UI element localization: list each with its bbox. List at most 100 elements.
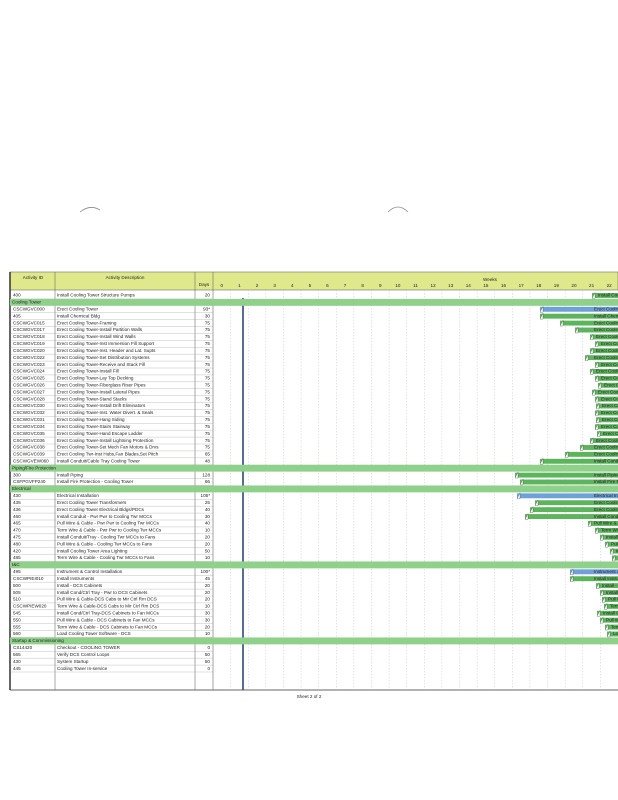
activity-days: 75: [205, 403, 211, 408]
activity-id: CSFPGVFP240: [13, 479, 46, 484]
week-number: 1: [238, 283, 241, 288]
activity-id: 475: [13, 534, 21, 539]
activity-desc: Load Cooling Tower Software - DCS: [57, 631, 131, 636]
activity-id: CSCWGVC018: [13, 334, 45, 339]
activity-desc: Erect Cooling Tower-Set Mech Fan Motors …: [57, 445, 159, 450]
activity-id: 550: [13, 617, 21, 622]
gantt-bar: [530, 507, 618, 513]
activity-desc: Install Cond/Ctrl Tray - Pwr to DCS Cabi…: [57, 590, 148, 595]
activity-id: 445: [13, 666, 21, 671]
bar-start: [599, 589, 604, 596]
gantt-bar: [600, 590, 618, 595]
activity-days: 75: [205, 348, 211, 353]
gantt-bar: [610, 548, 618, 554]
section-label: Startup & Commissioning: [12, 638, 64, 643]
bar-label: Erect Cooling Tower-Set Distribution Sys…: [594, 355, 618, 360]
activity-days: 30: [205, 610, 211, 615]
activity-id: CSCWGVC027: [13, 389, 45, 394]
bar-start: [594, 409, 599, 417]
gantt-bar: [597, 610, 618, 616]
bar-label: Term Wire & Cable - DCS Cabinets to Fan …: [611, 624, 618, 629]
activity-days: 50: [205, 548, 211, 553]
week-number: 8: [361, 283, 364, 288]
activity-id: CSCWGVC020: [13, 348, 45, 353]
bar-start: [524, 513, 529, 520]
gantt-bar: [597, 431, 618, 437]
bar-label: Erect Cooling Tower-Hang Siding: [602, 417, 618, 422]
bar-label: Erect Cooling Tower-Inst. Water Divert. …: [601, 410, 618, 415]
activity-desc: System Startup: [57, 659, 89, 664]
activity-days: 30: [205, 617, 211, 622]
week-number: 6: [326, 283, 329, 288]
section-row: [10, 637, 618, 645]
activity-id: 470: [13, 528, 21, 533]
bar-start: [589, 347, 594, 354]
header-id: Activity ID: [23, 275, 44, 280]
activity-desc: Erect Cooling Tower-Install Partition Wa…: [57, 327, 143, 332]
activity-desc: Install - DCS Cabinets: [57, 583, 103, 588]
activity-days: 45: [205, 576, 211, 581]
gantt-bar: [517, 493, 618, 499]
bar-label: Install Cooling Tower Structure Pumps: [598, 293, 618, 298]
bar-start: [589, 368, 594, 375]
activity-desc: Install Cooling Tower Structure Pumps: [57, 293, 135, 298]
week-number: 20: [571, 283, 577, 288]
bar-start: [516, 492, 521, 499]
activity-desc: Install Piping: [57, 472, 83, 477]
activity-desc: Electrical Installation: [57, 493, 99, 498]
week-number: 18: [536, 283, 542, 288]
activity-days: 100*: [201, 569, 211, 574]
bar-start: [595, 582, 600, 589]
bar-label: Install Conduit/Tray - Cooling Twr MCCs …: [606, 534, 618, 539]
activity-id: 565: [13, 652, 21, 657]
header-row: [9, 271, 618, 291]
activity-days: 20: [205, 534, 211, 539]
activity-id: CSCWGVC035: [13, 431, 45, 436]
activity-desc: Erect Cooling Tower-Inst. Water Divert. …: [57, 410, 154, 415]
gantt-bar: [596, 417, 618, 423]
gantt-bar: [590, 369, 618, 374]
bar-start: [514, 472, 519, 479]
section-label: Piping/Fire Protection: [12, 465, 56, 470]
gantt-bar: [595, 375, 618, 381]
punch-mark: [79, 207, 101, 213]
activity-desc: Install Instruments: [57, 576, 95, 581]
activity-days: 50: [205, 652, 211, 657]
activity-days: 0: [207, 666, 210, 671]
bar-label: Erect Cooling Tower-Stairs Stairway: [601, 424, 618, 429]
activity-days: 75: [205, 417, 211, 422]
gantt-bar: [595, 410, 618, 416]
gantt-bar: [598, 382, 618, 388]
activity-days: 50: [205, 659, 211, 664]
punch-mark: [387, 206, 409, 213]
gantt-bar: [565, 451, 618, 457]
activity-desc: Erect Cooling Tower-Hand Escape Ladder: [57, 431, 143, 436]
bar-label: Erect Cooling Tower Electrical Bldgs/PDC…: [594, 507, 618, 512]
bar-label: Erect Cooling Tower-Install Lateral Pipe…: [598, 389, 618, 394]
activity-id: 430: [13, 659, 21, 664]
bar-start: [603, 603, 608, 610]
bar-start: [574, 326, 579, 334]
activity-id: 500: [13, 583, 21, 588]
activity-days: 128: [202, 472, 210, 477]
activity-desc: Install Conduit - Pwr Pwr to Cooling Twr…: [57, 514, 153, 519]
week-number: 16: [501, 283, 507, 288]
activity-desc: Cooling Tower In-service: [57, 666, 108, 671]
bar-label: Install Conduit - Pwr Pwr to Cooling Twr…: [594, 514, 618, 519]
gantt-bar: [595, 424, 618, 430]
week-number: 2: [256, 283, 259, 288]
gantt-bar: [592, 389, 618, 395]
bar-label: Load Cooling Tower Software - DCS: [613, 631, 618, 636]
activity-id: CSCWGVC039: [13, 452, 45, 457]
bar-start: [594, 396, 599, 403]
bar-start: [606, 630, 611, 638]
bar-label: Pull Wire & Cable-DCS Cabs to Mir Ctrl R…: [608, 597, 618, 602]
bar-label: Install Instruments: [594, 576, 618, 581]
bar-start: [594, 361, 599, 368]
activity-days: 10: [205, 631, 211, 636]
gantt-bar: [605, 541, 618, 547]
gantt-bar: [515, 472, 618, 478]
activity-desc: Install Conduit/Cable Tray Cooling Tower: [57, 458, 140, 463]
bar-label: Erect Cooling Tower-Inst Immersion Fill …: [601, 341, 618, 346]
